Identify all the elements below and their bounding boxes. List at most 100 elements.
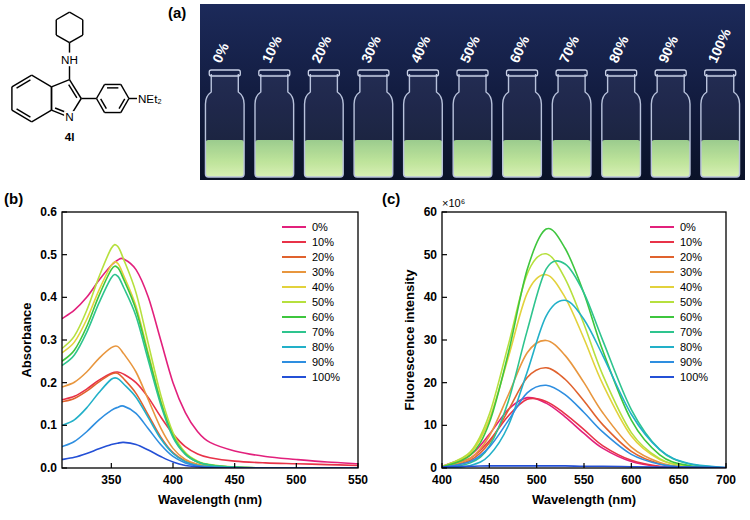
atom-label: NEt₂ <box>138 92 162 105</box>
series-line <box>62 262 358 468</box>
figure: NHNNEt₂4l(a)0%10%20%30%40%50%60%70%80%90… <box>0 0 750 520</box>
tick <box>441 463 442 468</box>
tick-label: 0.1 <box>40 418 57 432</box>
vial-label: 0% <box>209 40 232 66</box>
tick <box>442 467 447 468</box>
tick <box>234 463 235 468</box>
series-line <box>62 275 358 468</box>
legend-label: 90% <box>680 356 702 368</box>
legend-label: 90% <box>312 356 334 368</box>
legend-swatch <box>650 316 674 318</box>
series-line <box>442 275 726 468</box>
legend-label: 30% <box>312 266 334 278</box>
tick <box>583 463 584 468</box>
legend-swatch <box>650 271 674 273</box>
tick <box>725 463 726 468</box>
bond <box>97 84 105 98</box>
tick <box>442 254 447 255</box>
vial-lip <box>606 70 637 76</box>
legend-label: 30% <box>680 266 702 278</box>
bond <box>56 12 69 20</box>
panel-label: (a) <box>168 4 186 21</box>
vial-glass <box>701 74 740 177</box>
tick <box>111 463 112 468</box>
vial-lip <box>259 70 290 76</box>
vial-label: 10% <box>259 33 286 66</box>
legend-label: 80% <box>312 341 334 353</box>
legend-label: 40% <box>312 281 334 293</box>
tick <box>62 467 67 468</box>
legend: 0%10%20%30%40%50%60%70%80%90%100% <box>650 221 708 383</box>
legend-swatch <box>650 286 674 288</box>
legend-swatch <box>282 271 306 273</box>
bond <box>32 75 52 87</box>
tick <box>62 211 67 212</box>
vial-label: 90% <box>655 33 682 66</box>
axis-multiplier: ×10⁶ <box>442 197 465 209</box>
tick <box>442 211 447 212</box>
plot-frame <box>442 212 726 468</box>
tick <box>489 463 490 468</box>
tick-label: 0.6 <box>40 205 57 219</box>
vial-lip <box>507 70 538 76</box>
panel-label: (c) <box>382 190 400 207</box>
lines <box>62 245 358 468</box>
tick <box>172 463 173 468</box>
tick-label: 500 <box>527 473 547 487</box>
tick-label: 0.3 <box>40 333 57 347</box>
legend-swatch <box>650 256 674 258</box>
plot-frame <box>62 212 358 468</box>
series-line <box>62 346 358 468</box>
bond <box>70 35 83 43</box>
vial-glass <box>305 74 344 177</box>
tick-label: 400 <box>163 473 183 487</box>
vial-lip <box>655 70 686 76</box>
legend-swatch <box>282 226 306 228</box>
series-line <box>62 442 358 468</box>
tick-label: 0.2 <box>40 376 57 390</box>
legend-swatch <box>282 241 306 243</box>
vial-lip <box>407 70 438 76</box>
axis-title: Wavelength (nm) <box>158 492 262 507</box>
tick <box>442 297 447 298</box>
vial <box>651 70 690 177</box>
tick-label: 550 <box>348 473 368 487</box>
vial <box>453 70 492 177</box>
tick-label: 60 <box>424 205 438 219</box>
legend-swatch <box>650 301 674 303</box>
tick <box>62 297 67 298</box>
legend-label: 40% <box>680 281 702 293</box>
tick <box>62 254 67 255</box>
bond <box>105 84 121 85</box>
bond <box>51 87 52 110</box>
tick <box>678 463 679 468</box>
bond <box>82 20 83 35</box>
tick-label: 20 <box>424 376 438 390</box>
legend-label: 10% <box>312 236 334 248</box>
atom-label: N <box>65 110 73 123</box>
vial <box>205 70 244 177</box>
panel-label: (b) <box>4 190 23 207</box>
series-line <box>62 258 358 463</box>
tick <box>442 425 447 426</box>
vial-glass <box>503 74 542 177</box>
bond <box>107 87 118 88</box>
tick-label: 400 <box>432 473 452 487</box>
compound-label: 4l <box>65 130 75 143</box>
bond <box>32 110 52 122</box>
tick-label: 30 <box>424 333 438 347</box>
tick-label: 600 <box>621 473 641 487</box>
bond <box>129 98 137 99</box>
legend-label: 0% <box>312 221 328 233</box>
legend-swatch <box>650 376 674 378</box>
tick <box>631 463 632 468</box>
series-line <box>62 245 358 468</box>
vial-glass <box>552 74 591 177</box>
vial-label: 50% <box>457 33 484 66</box>
legend-swatch <box>650 361 674 363</box>
vial-glass <box>255 74 294 177</box>
bond <box>56 35 69 43</box>
vial <box>552 70 591 177</box>
legend-label: 20% <box>312 251 334 263</box>
series-line <box>62 406 358 468</box>
